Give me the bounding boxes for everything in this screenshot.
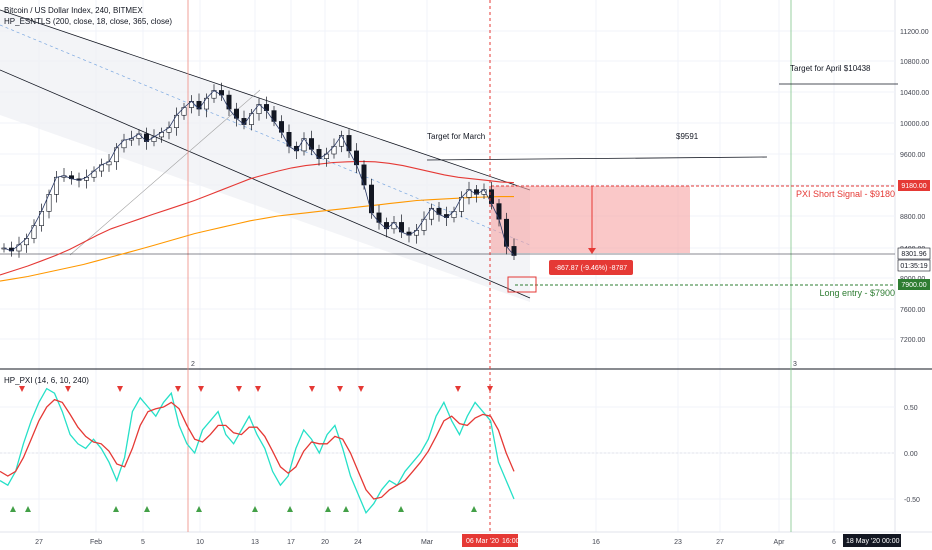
osc-tick: 0.00 (904, 451, 918, 458)
price-axis[interactable] (895, 0, 932, 550)
sell-marker (117, 386, 123, 392)
time-tick: 13 (251, 539, 259, 546)
tag-current: 8301.96 (901, 251, 926, 258)
buy-marker (343, 506, 349, 512)
tag-current-bg (897, 247, 931, 260)
sell-marker (236, 386, 242, 392)
time-tick: Mar (421, 539, 434, 546)
time-tick: 23 (674, 539, 682, 546)
buy-marker (25, 506, 31, 512)
price-smooth-line (3, 89, 515, 256)
buy-marker (10, 506, 16, 512)
target-april-label: Target for April $10438 (790, 64, 871, 73)
date-tag-left-bg (462, 534, 518, 547)
tag-long-bg (898, 279, 930, 290)
time-tick: 5 (141, 539, 145, 546)
time-tag-right: 00:00 (882, 538, 900, 545)
date-tag-left: 06 Mar '20 (466, 538, 499, 545)
time-tick: 20 (321, 539, 329, 546)
tag-timer-bg (897, 259, 931, 272)
long-entry-label: Long entry - $7900 (819, 288, 895, 298)
time-tick: 27 (716, 539, 724, 546)
target-march-line[interactable] (426, 156, 768, 161)
buy-signal-markers (10, 506, 477, 512)
entry-box[interactable] (507, 276, 537, 293)
time-tick: 6 (832, 539, 836, 546)
tag-timer: 01:35:19 (900, 263, 927, 270)
sell-marker (455, 386, 461, 392)
candlesticks (1, 82, 517, 260)
osc-fast-line (0, 387, 515, 515)
sell-marker (309, 386, 315, 392)
indicator-legend: HP_ESNTLS (200, close, 18, close, 365, c… (4, 17, 173, 26)
osc-tick: -0.50 (904, 497, 920, 504)
sell-marker (337, 386, 343, 392)
buy-marker (287, 506, 293, 512)
price-tick-11200: 11200.00 (900, 29, 929, 36)
time-tick: Apr (774, 539, 786, 546)
time-tick: 16 (592, 539, 600, 546)
osc-tick: 0.50 (904, 405, 918, 412)
tag-short-bg (898, 180, 930, 191)
channel-lower-line[interactable] (0, 69, 531, 299)
sell-marker (65, 386, 71, 392)
target-march-label: Target for March (427, 132, 485, 141)
short-zone[interactable] (491, 186, 690, 253)
target-march-value: $9591 (676, 132, 699, 141)
buy-marker (398, 506, 404, 512)
price-tick-10000: 10000.00 (900, 121, 929, 128)
ma-ema-200 (0, 160, 515, 276)
oscillator-legend: HP_PXI (14, 6, 10, 240) (4, 376, 89, 385)
cycle-mark-2: 3 (793, 361, 797, 368)
price-tick-7200: 7200.00 (900, 337, 925, 344)
buy-marker (471, 506, 477, 512)
date-tag-right-bg (843, 534, 901, 547)
measure-label-box (549, 260, 633, 275)
price-tick-10800: 10800.00 (900, 59, 929, 66)
ma-sma-365 (0, 196, 514, 282)
time-axis-ticks: 27 Feb 5 10 13 17 20 24 Mar 16 23 27 Apr 6 (35, 539, 836, 546)
cycle-mark-1: 2 (191, 361, 195, 368)
chart-title: Bitcoin / US Dollar Index, 240, BITMEX (4, 6, 143, 15)
buy-marker (113, 506, 119, 512)
sell-marker (19, 386, 25, 392)
sell-signal-markers (19, 386, 493, 392)
measure-arrow-head (588, 248, 596, 254)
buy-marker (196, 506, 202, 512)
time-tick: 17 (287, 539, 295, 546)
price-tick-10400: 10400.00 (900, 90, 929, 97)
short-signal-label: PXI Short Signal - $9180 (796, 189, 895, 199)
tag-short: 9180.00 (901, 183, 926, 190)
candle-body (368, 184, 374, 214)
time-tick: 24 (354, 539, 362, 546)
sell-marker (487, 386, 493, 392)
time-tag-left: 16:00 (502, 538, 520, 545)
sell-marker (255, 386, 261, 392)
trend-line[interactable] (69, 89, 261, 256)
date-tag-right: 18 May '20 (846, 538, 880, 545)
tag-long: 7900.00 (901, 282, 926, 289)
moving-averages (0, 160, 515, 282)
oscillator-axis-ticks: 0.50 0.00 -0.50 (904, 405, 920, 504)
price-tick-9600: 9600.00 (900, 152, 925, 159)
channel-fill (0, 10, 530, 302)
buy-marker (325, 506, 331, 512)
sell-marker (358, 386, 364, 392)
price-tick-7600: 7600.00 (900, 307, 925, 314)
buy-marker (252, 506, 258, 512)
time-tick: 27 (35, 539, 43, 546)
osc-slow-line (0, 398, 515, 500)
measure-label: -867.87 (-9.46%) -8787 (555, 265, 627, 272)
time-tick: Feb (90, 539, 102, 546)
price-tick-8800: 8800.00 (900, 214, 925, 221)
time-tick: 10 (196, 539, 204, 546)
sell-marker (175, 386, 181, 392)
candle-body (503, 218, 509, 247)
buy-marker (144, 506, 150, 512)
sell-marker (198, 386, 204, 392)
